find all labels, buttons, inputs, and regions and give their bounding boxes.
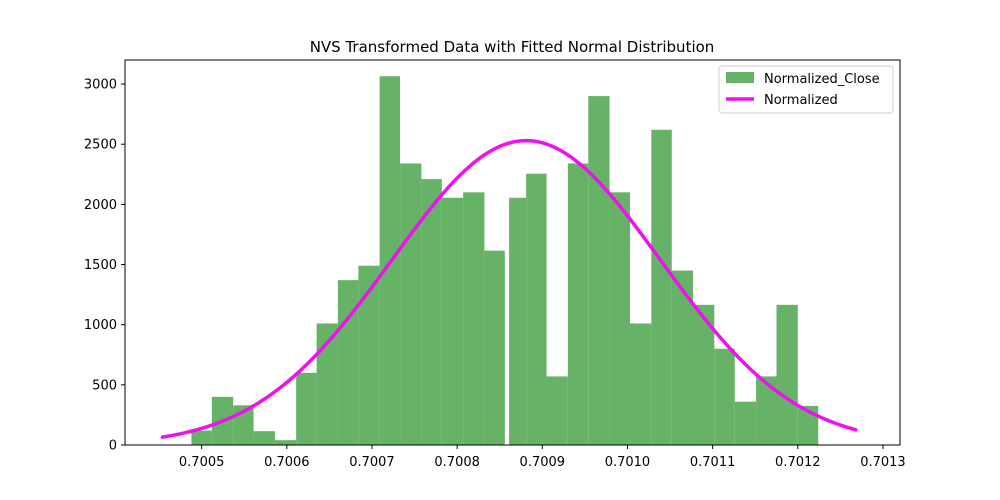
histogram-bar bbox=[756, 376, 777, 445]
histogram-bar bbox=[776, 304, 798, 445]
histogram-bar bbox=[274, 440, 297, 445]
legend: Normalized_Close Normalized bbox=[718, 65, 894, 114]
x-tick-label: 0.7010 bbox=[605, 455, 651, 470]
histogram-bar bbox=[316, 323, 338, 445]
legend-swatch-histogram bbox=[726, 72, 754, 83]
y-axis: 0 500 1000 1500 2000 2500 3000 bbox=[84, 78, 125, 454]
histogram-bar bbox=[421, 179, 442, 445]
histogram-bar bbox=[651, 129, 672, 445]
fitted-normal-curve bbox=[160, 138, 858, 439]
histogram-bar bbox=[463, 192, 485, 445]
x-tick-label: 0.7009 bbox=[520, 455, 566, 470]
histogram-bar bbox=[693, 304, 715, 445]
legend-box bbox=[718, 65, 894, 114]
y-tick-label: 0 bbox=[109, 439, 117, 454]
histogram-bar bbox=[484, 250, 505, 445]
chart-title: NVS Transformed Data with Fitted Normal … bbox=[310, 38, 715, 56]
y-tick-label: 2000 bbox=[84, 198, 117, 213]
y-tick-label: 1000 bbox=[84, 318, 117, 333]
histogram-bar bbox=[734, 401, 757, 445]
histogram-bar bbox=[671, 270, 694, 445]
legend-label-histogram: Normalized_Close bbox=[764, 72, 880, 87]
x-tick-label: 0.7013 bbox=[860, 455, 906, 470]
histogram-bars bbox=[191, 76, 819, 445]
histogram-bar bbox=[630, 323, 652, 445]
x-axis: 0.7005 0.7006 0.7007 0.7008 0.7009 0.7010 0.70… bbox=[179, 445, 906, 470]
histogram-bar bbox=[253, 431, 275, 445]
x-tick-label: 0.7006 bbox=[264, 455, 310, 470]
histogram-bar bbox=[567, 163, 589, 445]
histogram-bar bbox=[441, 197, 464, 445]
histogram-bar bbox=[609, 192, 631, 445]
histogram-bar bbox=[588, 96, 610, 445]
legend-label-curve: Normalized bbox=[764, 93, 838, 108]
x-tick-label: 0.7008 bbox=[434, 455, 480, 470]
histogram-bar bbox=[526, 173, 547, 445]
histogram-bar bbox=[400, 163, 422, 445]
y-tick-label: 500 bbox=[92, 378, 117, 393]
x-tick-label: 0.7005 bbox=[179, 455, 225, 470]
histogram-bar bbox=[714, 348, 735, 445]
axes-frame bbox=[124, 59, 901, 446]
x-tick-label: 0.7012 bbox=[775, 455, 821, 470]
histogram-bar bbox=[358, 265, 380, 445]
y-tick-label: 3000 bbox=[84, 78, 117, 93]
y-tick-label: 1500 bbox=[84, 258, 117, 273]
y-tick-label: 2500 bbox=[84, 138, 117, 153]
fitted-curve-layer bbox=[160, 138, 858, 439]
histogram-bar bbox=[191, 430, 212, 445]
histogram-bar bbox=[337, 280, 359, 445]
x-tick-label: 0.7007 bbox=[349, 455, 395, 470]
histogram-bar bbox=[296, 372, 317, 445]
histogram-bar bbox=[546, 376, 568, 445]
histogram-bar bbox=[509, 197, 527, 445]
x-tick-label: 0.7011 bbox=[690, 455, 736, 470]
histogram-bar bbox=[797, 405, 819, 445]
